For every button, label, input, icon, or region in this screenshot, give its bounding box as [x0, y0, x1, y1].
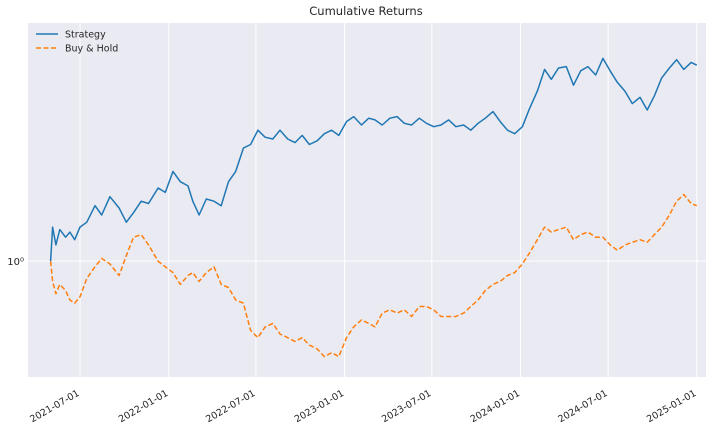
x-axis: 2021-07-01 2022-01-01 2022-07-01 2023-01-01… [28, 388, 698, 424]
x-tick-label: 2021-07-01 [28, 388, 81, 424]
x-tick-label: 2024-01-01 [469, 388, 522, 424]
legend-label: Buy & Hold [65, 44, 118, 55]
grid-lines [28, 23, 706, 377]
series-line-strategy [49, 57, 698, 262]
series-line-buy-and-hold [49, 193, 698, 358]
y-axis: 10⁰ [7, 257, 24, 268]
y-tick-label: 10⁰ [7, 257, 24, 268]
x-tick-label: 2025-01-01 [645, 388, 698, 424]
x-tick-label: 2022-01-01 [117, 388, 170, 424]
x-tick-label: 2023-01-01 [293, 388, 346, 424]
x-tick-label: 2024-07-01 [556, 388, 609, 424]
plot-area [28, 23, 706, 377]
x-tick-label: 2022-07-01 [204, 388, 257, 424]
x-tick-label: 2023-07-01 [380, 388, 433, 424]
legend: Strategy Buy & Hold [36, 30, 118, 55]
series-layer [49, 57, 698, 358]
legend-label: Strategy [65, 30, 106, 41]
chart-title: Cumulative Returns [309, 4, 422, 18]
